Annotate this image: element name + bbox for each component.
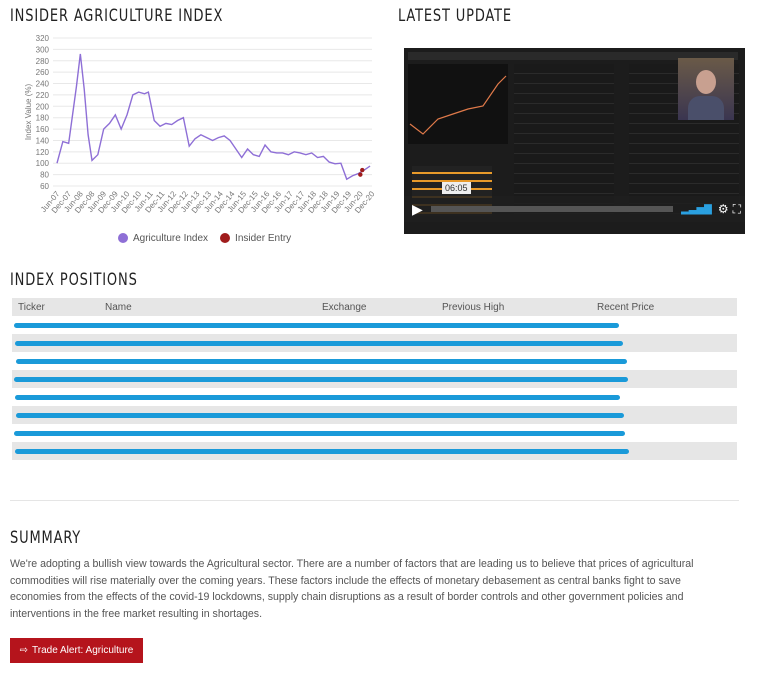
y-tick-label: 300	[36, 45, 50, 54]
settings-gear-icon[interactable]: ⚙	[717, 202, 729, 216]
y-tick-label: 240	[36, 80, 50, 89]
redaction-mark	[14, 323, 619, 328]
redaction-mark	[15, 449, 629, 454]
agriculture-index-line	[56, 53, 371, 181]
y-tick-label: 100	[36, 159, 50, 168]
legend-label: Insider Entry	[235, 233, 292, 244]
table-cell	[591, 370, 737, 388]
y-tick-label: 220	[36, 91, 50, 100]
chart-legend: Agriculture Index Insider Entry	[118, 233, 291, 244]
col-name: Name	[99, 298, 316, 316]
agriculture-index-chart: 60 80 100 120 140 160 180 200 220 240 260 280 300 320…	[24, 34, 377, 215]
video-frame-chart	[408, 64, 508, 144]
y-tick-label: 160	[36, 125, 50, 134]
video-frame-topbar	[408, 52, 738, 60]
col-recent-price: Recent Price	[591, 298, 737, 316]
redaction-mark	[15, 341, 623, 346]
video-frame-data	[514, 64, 614, 214]
redaction-mark	[16, 359, 627, 364]
legend-swatch-red	[220, 233, 231, 244]
legend-label: Agriculture Index	[133, 233, 209, 244]
redaction-mark	[14, 431, 625, 436]
col-exchange: Exchange	[316, 298, 436, 316]
video-title: LATEST UPDATE	[398, 6, 512, 26]
video-controls: ▶ ▂▃▅▇ ⚙ ⛶	[404, 196, 745, 222]
y-tick-label: 280	[36, 57, 50, 66]
volume-icon[interactable]: ▂▃▅▇	[681, 203, 712, 215]
redaction-mark	[15, 395, 620, 400]
video-timestamp: 06:05	[442, 182, 471, 194]
y-tick-label: 120	[36, 148, 50, 157]
table-cell	[591, 442, 737, 460]
col-ticker: Ticker	[12, 298, 99, 316]
legend-item-agriculture[interactable]: Agriculture Index	[118, 233, 208, 244]
section-divider	[10, 500, 739, 501]
y-tick-label: 200	[36, 102, 50, 111]
positions-title: INDEX POSITIONS	[10, 270, 138, 290]
insider-entry-point	[360, 167, 365, 173]
fullscreen-icon[interactable]: ⛶	[732, 201, 741, 216]
presenter-webcam	[678, 58, 734, 120]
chart-title: INSIDER AGRICULTURE INDEX	[10, 6, 224, 26]
play-icon[interactable]: ▶	[412, 200, 423, 217]
y-tick-label: 320	[36, 34, 50, 43]
insider-entry-point	[358, 172, 363, 177]
col-previous-high: Previous High	[436, 298, 591, 316]
redaction-mark	[16, 413, 624, 418]
trade-alert-label: Trade Alert: Agriculture	[32, 645, 134, 656]
redaction-mark	[14, 377, 628, 382]
summary-text: We're adopting a bullish view towards th…	[10, 558, 694, 620]
summary-title: SUMMARY	[10, 528, 82, 548]
y-axis-label: Index Value (%)	[24, 84, 33, 141]
video-player[interactable]: ▶ ▂▃▅▇ ⚙ ⛶ 06:05	[404, 48, 745, 234]
table-cell	[591, 334, 737, 352]
positions-table: Ticker Name Exchange Previous High Recen…	[12, 298, 737, 460]
y-tick-label: 60	[40, 182, 49, 191]
y-tick-label: 80	[40, 171, 49, 180]
y-tick-label: 180	[36, 114, 50, 123]
legend-swatch-purple	[118, 233, 128, 244]
legend-item-insider[interactable]: Insider Entry	[220, 233, 291, 244]
y-tick-label: 140	[36, 136, 50, 145]
video-progress-bar[interactable]	[430, 206, 674, 212]
table-header-row: Ticker Name Exchange Previous High Recen…	[12, 298, 737, 316]
external-link-icon: ⇨	[19, 645, 29, 656]
table-cell	[591, 406, 737, 424]
y-tick-label: 260	[36, 68, 50, 77]
trade-alert-button[interactable]: ⇨ Trade Alert: Agriculture	[10, 638, 143, 663]
